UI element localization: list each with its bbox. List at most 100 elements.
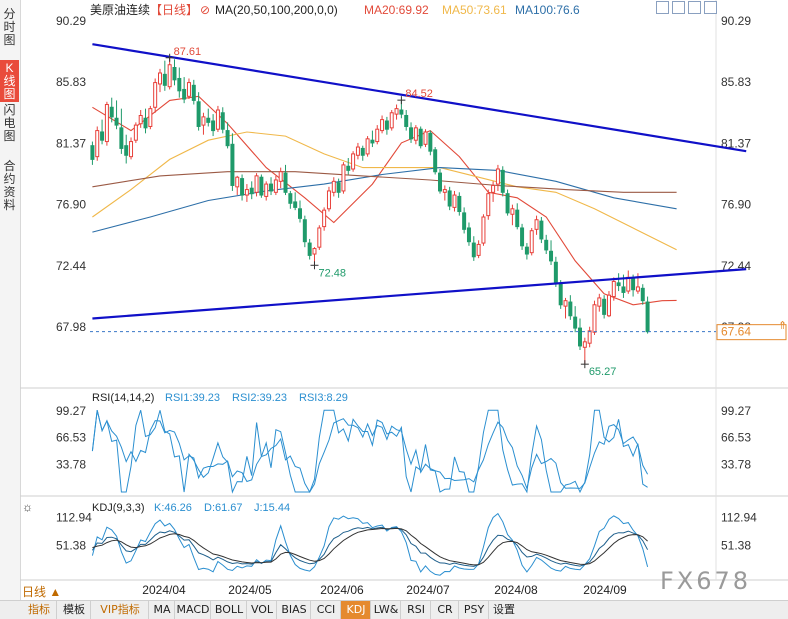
candle: [491, 181, 496, 202]
candle-body: [505, 193, 510, 214]
candle-body: [423, 131, 428, 145]
indicator-tab-9[interactable]: KDJ: [340, 601, 371, 619]
indicator-tab-12[interactable]: CR: [430, 601, 459, 619]
candle-body: [104, 104, 109, 143]
indicator-tab-1[interactable]: 模板: [56, 601, 91, 619]
candle: [191, 79, 196, 105]
rsi-tick-left: 66.53: [56, 431, 86, 445]
indicator-tab-14[interactable]: 设置: [488, 601, 519, 619]
candle: [158, 68, 162, 93]
time-axis-label: 2024/06: [320, 583, 364, 597]
indicator-tab-10[interactable]: LW&: [370, 601, 401, 619]
candle-body: [119, 127, 124, 149]
price-tick-left: 67.98: [56, 320, 86, 334]
tab-timeshare[interactable]: 分时图: [3, 7, 16, 47]
candle: [143, 108, 148, 134]
candle: [418, 126, 423, 149]
close-icon[interactable]: [704, 1, 717, 14]
lower-trendline[interactable]: [92, 268, 747, 320]
rsi-tick-right: 33.78: [721, 457, 751, 471]
candle-body: [558, 283, 563, 306]
indicator-tab-0[interactable]: 指标: [28, 603, 50, 616]
candle-body: [293, 201, 298, 208]
candle: [283, 164, 288, 196]
indicator-tab-13[interactable]: PSY: [458, 601, 489, 619]
instrument-name: 美原油连续: [90, 2, 150, 17]
candle-body: [582, 341, 587, 348]
tab-flash[interactable]: 闪电图: [3, 103, 16, 143]
candle: [298, 200, 302, 223]
indicator-tab-11[interactable]: RSI: [400, 601, 431, 619]
candle-body: [298, 208, 302, 219]
indicator-tab-3[interactable]: MA: [148, 601, 175, 619]
candle-body: [486, 193, 491, 217]
indicator-tab-2[interactable]: VIP指标: [90, 601, 149, 619]
candle: [597, 293, 602, 312]
sidebar: 分时图 K线图 闪电图合约资料: [0, 0, 21, 600]
maximize-icon[interactable]: [672, 1, 685, 14]
kdj-settings-icon[interactable]: ☼: [22, 500, 33, 514]
indicator-tab-4[interactable]: MACD: [174, 601, 211, 619]
candle: [404, 110, 409, 131]
candle: [409, 122, 414, 143]
layout-icon[interactable]: [656, 1, 669, 14]
kdj-d-value: D:61.67: [204, 502, 243, 514]
candle: [196, 92, 201, 131]
candle: [302, 215, 307, 248]
indicator-tab-7[interactable]: BIAS: [276, 601, 311, 619]
candle: [114, 100, 119, 130]
ma50-value: MA50:73.61: [442, 3, 507, 17]
candle: [524, 243, 529, 260]
candle: [442, 185, 447, 201]
tab-kline[interactable]: K线图: [0, 60, 19, 102]
restore-icon[interactable]: [688, 1, 701, 14]
candle: [95, 126, 100, 161]
tab-contract-info[interactable]: 合约资料: [3, 159, 16, 212]
candle: [602, 295, 607, 319]
candle-body: [244, 189, 249, 196]
candle-body: [553, 261, 558, 284]
upper-trendline[interactable]: [92, 43, 747, 153]
candle-body: [563, 300, 568, 307]
candle-body: [549, 250, 554, 262]
rsi2-value: RSI2:39.23: [232, 392, 287, 404]
kdj-j-line: [91, 512, 649, 576]
rsi-tick-left: 33.78: [56, 457, 86, 471]
indicator-toolbar: 指标 模板 VIP指标 MA MACD BOLL VOL BIAS CCI KDJ LW& RSI CR…: [0, 600, 788, 619]
candle: [529, 227, 534, 256]
candle: [153, 78, 158, 113]
candle: [389, 110, 394, 131]
candle: [616, 273, 621, 292]
candle-body: [510, 208, 515, 215]
candle-body: [602, 298, 607, 315]
candle-body: [476, 243, 481, 256]
indicator-toggle-icon[interactable]: ⊘: [200, 3, 210, 17]
ma50-line: [92, 131, 677, 251]
candle: [592, 300, 597, 335]
price-tick-left: 85.83: [56, 75, 86, 89]
indicator-tab-8[interactable]: CCI: [310, 601, 341, 619]
candle-body: [452, 194, 457, 208]
candle: [534, 215, 539, 235]
candle: [172, 59, 177, 86]
candle: [500, 166, 505, 197]
low-annotation: 65.27: [589, 366, 617, 378]
candle-body: [312, 248, 317, 255]
candle: [201, 112, 206, 135]
candle-body: [182, 88, 187, 100]
indicator-tab-6[interactable]: VOL: [246, 601, 277, 619]
candle-body: [129, 141, 134, 158]
candle: [505, 189, 510, 216]
candle-body: [466, 227, 471, 243]
candle-body: [481, 216, 486, 244]
rsi1-value: RSI1:39.23: [165, 392, 220, 404]
candle: [230, 133, 235, 191]
candle: [273, 175, 278, 196]
candle-body: [438, 172, 442, 192]
period-selector-button[interactable]: 日线 ▲: [22, 585, 62, 599]
candle-body: [635, 286, 640, 292]
scroll-up-icon[interactable]: ⇑: [778, 320, 787, 332]
indicator-tab-5[interactable]: BOLL: [210, 601, 247, 619]
kline-chart[interactable]: 90.29 90.29 85.83 85.83 81.37 81.37 76.90 76.90…: [0, 0, 788, 600]
current-price-label: 67.64: [721, 325, 751, 339]
